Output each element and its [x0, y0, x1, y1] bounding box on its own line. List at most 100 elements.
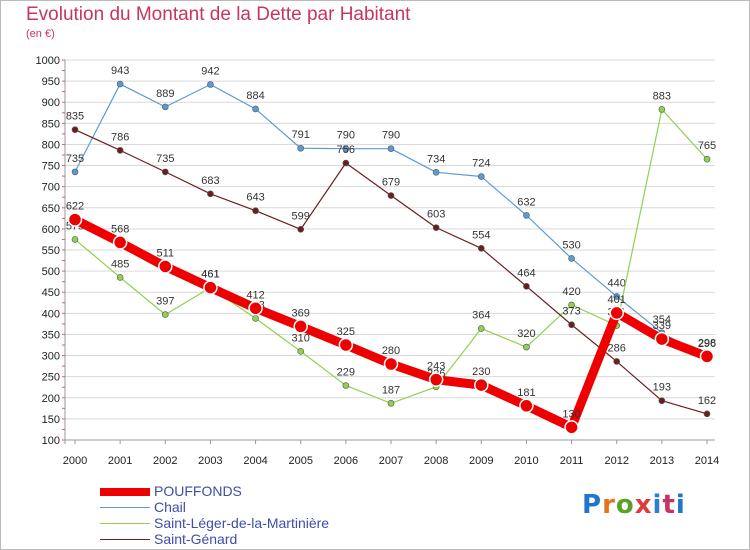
x-tick-label: 2002 [153, 455, 177, 467]
data-label-saint-leger-de-la-martiniere: 485 [111, 258, 129, 270]
data-label-saint-leger-de-la-martiniere: 187 [382, 384, 400, 396]
data-point-saint-leger-de-la-martiniere [297, 348, 305, 355]
data-label-pouffonds: 230 [472, 366, 490, 378]
y-tick-label: 150 [42, 414, 60, 426]
data-point-saint-leger-de-la-martiniere [387, 399, 395, 407]
logo-letter: r [602, 490, 616, 520]
data-point-saint-genard [568, 321, 575, 329]
y-tick-label: 700 [42, 182, 60, 194]
y-tick-label: 800 [42, 139, 60, 151]
x-tick-label: 2008 [424, 455, 448, 467]
data-label-saint-genard: 756 [337, 144, 355, 156]
data-label-chail: 790 [337, 130, 355, 142]
data-label-saint-genard: 599 [292, 210, 310, 222]
data-point-pouffonds [519, 398, 534, 414]
data-point-chail [568, 255, 575, 262]
y-tick-label: 400 [42, 308, 60, 320]
data-label-saint-genard: 835 [66, 111, 84, 123]
data-label-chail: 790 [382, 130, 400, 142]
data-point-pouffonds [564, 420, 579, 435]
y-tick-label: 250 [42, 372, 60, 384]
data-point-pouffonds [158, 259, 173, 274]
data-point-chail [613, 293, 621, 300]
data-point-saint-genard [207, 190, 214, 198]
data-label-chail: 354 [653, 314, 671, 326]
data-point-chail [207, 81, 214, 88]
data-label-saint-leger-de-la-martiniere: 229 [337, 367, 355, 379]
data-label-saint-leger-de-la-martiniere: 765 [698, 140, 716, 152]
data-label-chail: 791 [292, 129, 310, 141]
data-label-pouffonds: 412 [246, 289, 264, 301]
data-point-pouffonds [293, 319, 308, 334]
legend-swatch-saint-leger [100, 523, 150, 524]
logo-letter: i [675, 490, 686, 520]
x-tick-label: 2009 [469, 455, 493, 467]
data-point-saint-genard [252, 207, 259, 215]
logo-letter: o [615, 490, 635, 520]
y-tick-label: 200 [42, 393, 60, 405]
data-label-chail: 296 [698, 338, 716, 350]
data-point-saint-leger-de-la-martiniere [71, 236, 79, 243]
data-label-pouffonds: 339 [653, 320, 671, 332]
data-point-saint-genard [523, 283, 530, 290]
data-point-saint-leger-de-la-martiniere [116, 274, 124, 281]
x-tick-label: 2005 [288, 455, 312, 467]
data-point-pouffonds [203, 280, 218, 295]
x-tick-label: 2001 [108, 455, 132, 467]
data-point-chail [477, 173, 485, 180]
x-tick-label: 2011 [560, 455, 584, 467]
line-chart: 100 150 200 250 300 350 400 450 500 550 600 650 700 7… [36, 55, 720, 467]
data-label-chail: 942 [201, 65, 219, 77]
data-point-chail [71, 168, 79, 176]
data-label-saint-genard: 162 [698, 395, 716, 407]
data-point-saint-genard [297, 226, 305, 233]
legend-label-chail: Chail [154, 499, 186, 515]
data-label-pouffonds: 280 [382, 345, 400, 357]
data-point-chail [297, 144, 305, 152]
data-label-pouffonds: 401 [608, 294, 626, 306]
logo-letter: x [634, 490, 653, 520]
x-tick-label: 2003 [198, 455, 222, 467]
x-tick-label: 2000 [63, 455, 87, 467]
logo-letter: t [662, 490, 676, 520]
y-tick-label: 850 [42, 118, 60, 130]
data-label-pouffonds: 511 [157, 247, 175, 259]
data-label-chail: 530 [562, 239, 580, 251]
data-label-chail: 735 [66, 153, 84, 165]
data-label-saint-genard: 193 [653, 382, 671, 394]
y-tick-label: 950 [42, 76, 60, 88]
data-point-chail [432, 169, 440, 176]
y-tick-label: 300 [42, 351, 60, 363]
data-label-pouffonds: 298 [698, 337, 716, 349]
data-point-saint-leger-de-la-martiniere [658, 106, 666, 113]
data-point-saint-genard [703, 410, 711, 418]
data-label-chail: 889 [156, 88, 174, 100]
chart-subtitle: (en €) [26, 28, 55, 40]
data-point-chail [116, 80, 124, 88]
x-tick-label: 2010 [514, 455, 538, 467]
x-tick-label: 2006 [334, 455, 358, 467]
data-point-saint-genard [613, 358, 621, 365]
data-label-saint-genard: 735 [156, 153, 174, 165]
data-label-saint-leger-de-la-martiniere: 420 [562, 286, 580, 298]
x-tick-label: 2012 [604, 455, 628, 467]
data-label-pouffonds: 325 [337, 326, 355, 338]
data-label-pouffonds: 130 [562, 408, 580, 420]
data-label-saint-genard: 373 [562, 306, 580, 318]
data-point-saint-leger-de-la-martiniere [523, 343, 530, 351]
proxiti-logo: Proxiti [582, 490, 686, 520]
data-point-chail [523, 212, 530, 219]
data-point-saint-genard [116, 147, 124, 154]
data-label-pouffonds: 568 [111, 223, 129, 235]
data-label-saint-leger-de-la-martiniere: 310 [292, 332, 310, 344]
y-tick-label: 500 [42, 266, 60, 278]
data-point-saint-leger-de-la-martiniere [252, 315, 259, 322]
data-point-saint-leger-de-la-martiniere [477, 325, 485, 332]
data-label-saint-genard: 603 [427, 209, 445, 221]
data-point-pouffonds [474, 377, 489, 393]
data-label-chail: 943 [111, 65, 129, 77]
data-point-chail [161, 103, 169, 111]
data-label-saint-leger-de-la-martiniere: 320 [517, 328, 535, 340]
data-point-chail [387, 145, 395, 152]
data-label-saint-genard: 786 [111, 131, 129, 143]
